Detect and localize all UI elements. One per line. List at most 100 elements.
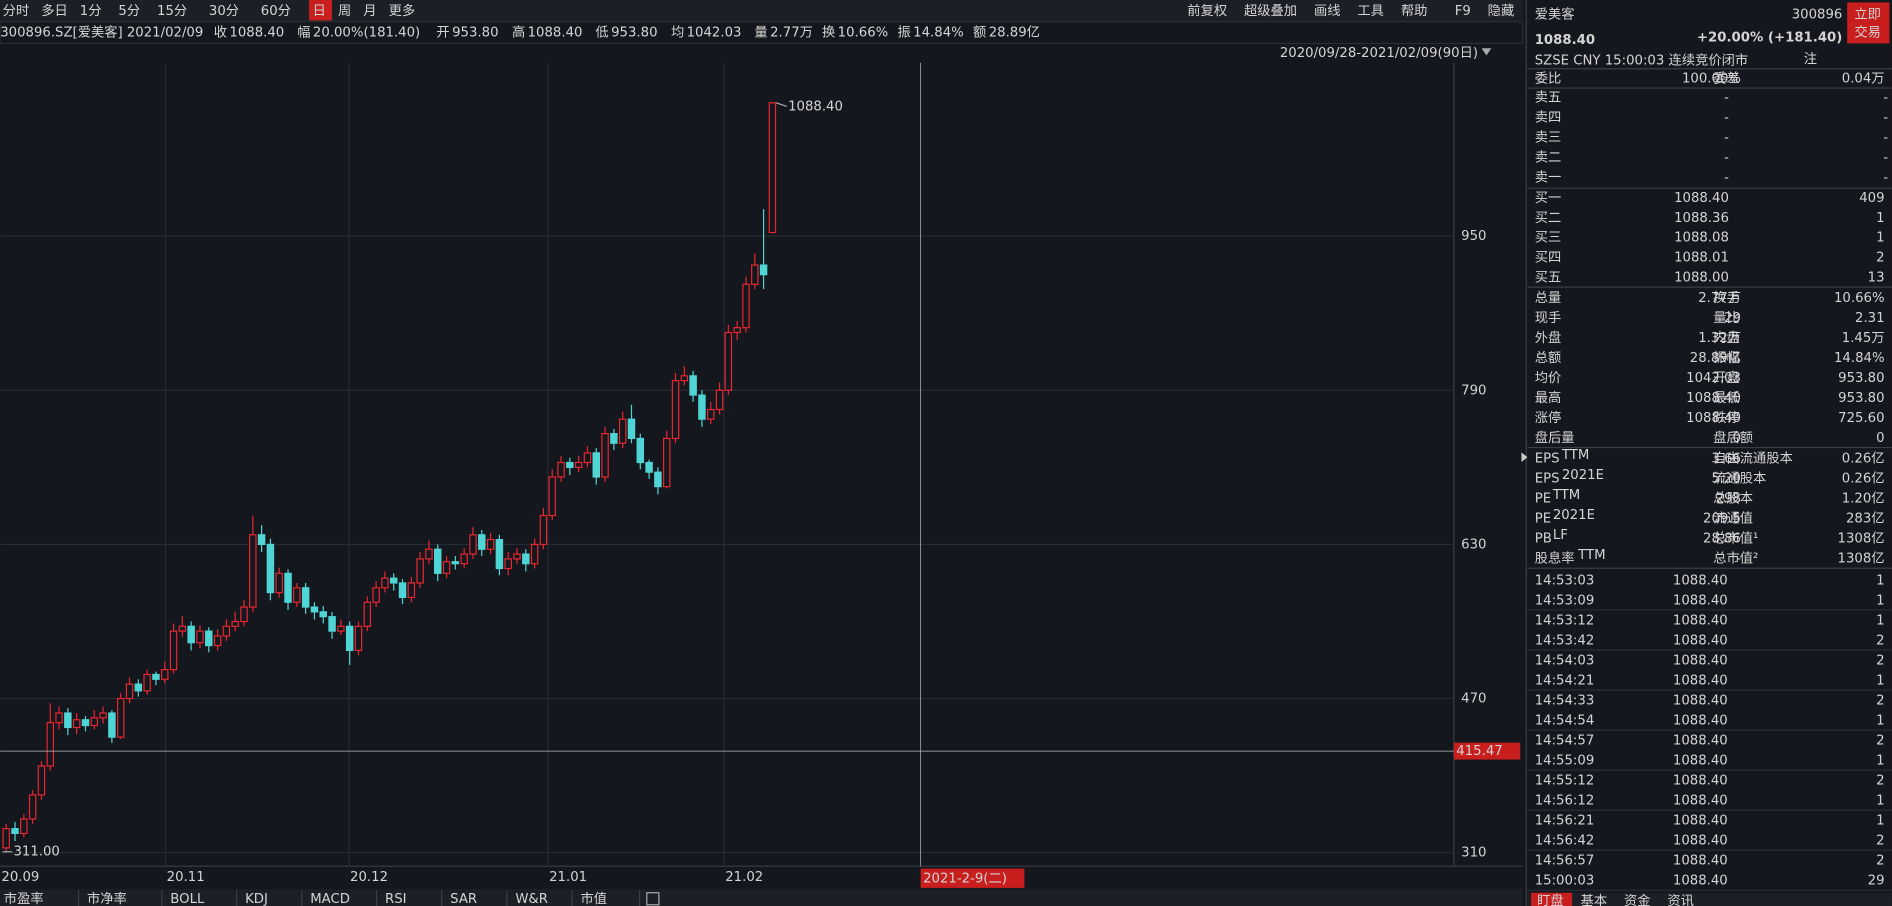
info-label: 高 xyxy=(512,24,525,41)
sell-label: 卖一 xyxy=(1535,169,1562,185)
period-button[interactable]: 分时 xyxy=(3,3,30,19)
period-button[interactable]: 60分 xyxy=(261,3,291,19)
indicator-tab[interactable]: 市值 xyxy=(580,890,607,906)
period-button[interactable]: 15分 xyxy=(157,3,187,19)
max-pointer xyxy=(775,102,788,108)
candle-body xyxy=(275,572,283,594)
fund-label-sup: 2021E xyxy=(1553,508,1595,523)
indicator-tab[interactable]: MACD xyxy=(310,892,350,906)
side-tab[interactable]: 盯盘 xyxy=(1537,892,1564,906)
period-button[interactable]: 多日 xyxy=(41,2,68,19)
candle-body xyxy=(2,828,10,849)
fund-label: PE xyxy=(1535,512,1551,527)
period-button[interactable]: 月 xyxy=(363,4,376,19)
candle-body xyxy=(20,818,28,835)
tick-price: 1088.40 xyxy=(1673,774,1728,789)
fund-label: 总市值² xyxy=(1713,550,1758,567)
menu-button[interactable]: 工具 xyxy=(1357,4,1384,19)
tick-time: 14:53:09 xyxy=(1535,593,1595,608)
buy-volume: 13 xyxy=(1868,270,1885,285)
candle-body xyxy=(381,577,389,589)
range-dropdown[interactable] xyxy=(1481,48,1492,56)
side-tab[interactable]: 资讯 xyxy=(1667,893,1694,906)
candle-body xyxy=(751,264,759,285)
info-date: 2021/02/09 xyxy=(127,26,203,41)
indicator-tab[interactable]: BOLL xyxy=(170,892,205,906)
candle-body xyxy=(196,630,204,644)
tick-price: 1088.40 xyxy=(1673,874,1728,889)
candle-body xyxy=(125,683,134,700)
menu-button[interactable]: 帮助 xyxy=(1401,3,1428,19)
menu-button[interactable]: 前复权 xyxy=(1187,2,1227,19)
buy-volume: 1 xyxy=(1876,231,1884,246)
trade-button[interactable]: 立即 xyxy=(1854,6,1881,22)
trade-button[interactable]: 交易 xyxy=(1854,24,1881,41)
tick-price: 1088.40 xyxy=(1673,593,1728,608)
menu-button[interactable]: 超级叠加 xyxy=(1244,3,1297,19)
tick-time: 14:54:57 xyxy=(1535,733,1595,748)
menu-button[interactable]: F9 xyxy=(1455,4,1471,19)
indicator-tab[interactable]: 市净率 xyxy=(87,890,127,906)
candle-body xyxy=(539,514,548,546)
stat-label: 换手 xyxy=(1713,290,1740,306)
candle-body xyxy=(768,102,777,234)
tick-price: 1088.40 xyxy=(1673,573,1728,588)
indicator-tab[interactable]: RSI xyxy=(385,892,407,906)
side-tab[interactable]: 资金 xyxy=(1624,893,1651,906)
tick-price: 1088.40 xyxy=(1673,754,1728,769)
fund-label-sup: TTM xyxy=(1552,488,1580,503)
buy-label: 买一 xyxy=(1535,190,1562,206)
stat-label: 总量 xyxy=(1535,290,1562,306)
tick-volume: 1 xyxy=(1876,713,1884,728)
x-tick-label: 20.09 xyxy=(1,870,39,885)
indicator-tab[interactable]: KDJ xyxy=(245,892,268,906)
candle-body xyxy=(46,722,54,767)
tick-price: 1088.40 xyxy=(1673,713,1728,728)
candle-body xyxy=(293,587,301,603)
candle-body xyxy=(618,418,627,444)
buy-label: 买二 xyxy=(1535,210,1562,226)
candle-body xyxy=(715,389,724,411)
x-tick-label: 20.12 xyxy=(350,870,388,885)
fund-label-sup: LF xyxy=(1553,528,1568,543)
period-button[interactable]: 1分 xyxy=(80,3,102,19)
indicator-tab[interactable]: 市盈率 xyxy=(4,890,44,906)
trade-button-bg[interactable] xyxy=(1847,2,1890,44)
info-value: 10.66% xyxy=(838,26,889,41)
fund-value: 28.86 xyxy=(1703,532,1741,547)
tick-price: 1088.40 xyxy=(1673,653,1728,668)
period-button[interactable]: 周 xyxy=(338,4,351,19)
period-button[interactable]: 5分 xyxy=(118,3,140,19)
stat-value: 1.45万 xyxy=(1842,331,1885,346)
stat-value: 725.60 xyxy=(1838,411,1884,426)
stat-value: 0 xyxy=(1876,431,1884,446)
active-tab xyxy=(309,0,332,21)
collapse-arrow[interactable] xyxy=(1521,452,1528,463)
period-button[interactable]: 日 xyxy=(313,4,326,19)
candle-body xyxy=(460,553,468,565)
indicator-tab[interactable]: W&R xyxy=(515,892,548,906)
tick-price: 1088.40 xyxy=(1673,854,1728,869)
candle-body xyxy=(742,283,750,329)
fund-value: 1308亿 xyxy=(1838,531,1885,547)
tabs-bg xyxy=(1527,892,1892,906)
add-tab[interactable] xyxy=(646,892,660,906)
candle-body xyxy=(680,375,689,382)
info-label: 均 xyxy=(671,25,684,41)
menu-button[interactable]: 画线 xyxy=(1314,3,1341,19)
period-button[interactable]: 更多 xyxy=(389,2,416,19)
info-label: 量 xyxy=(754,25,767,41)
indicator-tab[interactable]: SAR xyxy=(450,892,477,906)
tick-time: 14:55:09 xyxy=(1535,754,1595,769)
candle-body xyxy=(28,794,37,820)
fund-value: 209.5 xyxy=(1703,512,1741,527)
menu-button[interactable]: 隐藏 xyxy=(1488,3,1515,19)
candle-body xyxy=(434,548,442,574)
info-value: 1042.03 xyxy=(687,26,742,41)
candle-body xyxy=(363,601,372,627)
candle-body xyxy=(610,433,618,444)
tab-bar-bg xyxy=(0,889,1523,906)
side-tab[interactable]: 基本 xyxy=(1581,893,1608,906)
buy-label: 买五 xyxy=(1535,269,1562,285)
period-button[interactable]: 30分 xyxy=(209,3,239,19)
